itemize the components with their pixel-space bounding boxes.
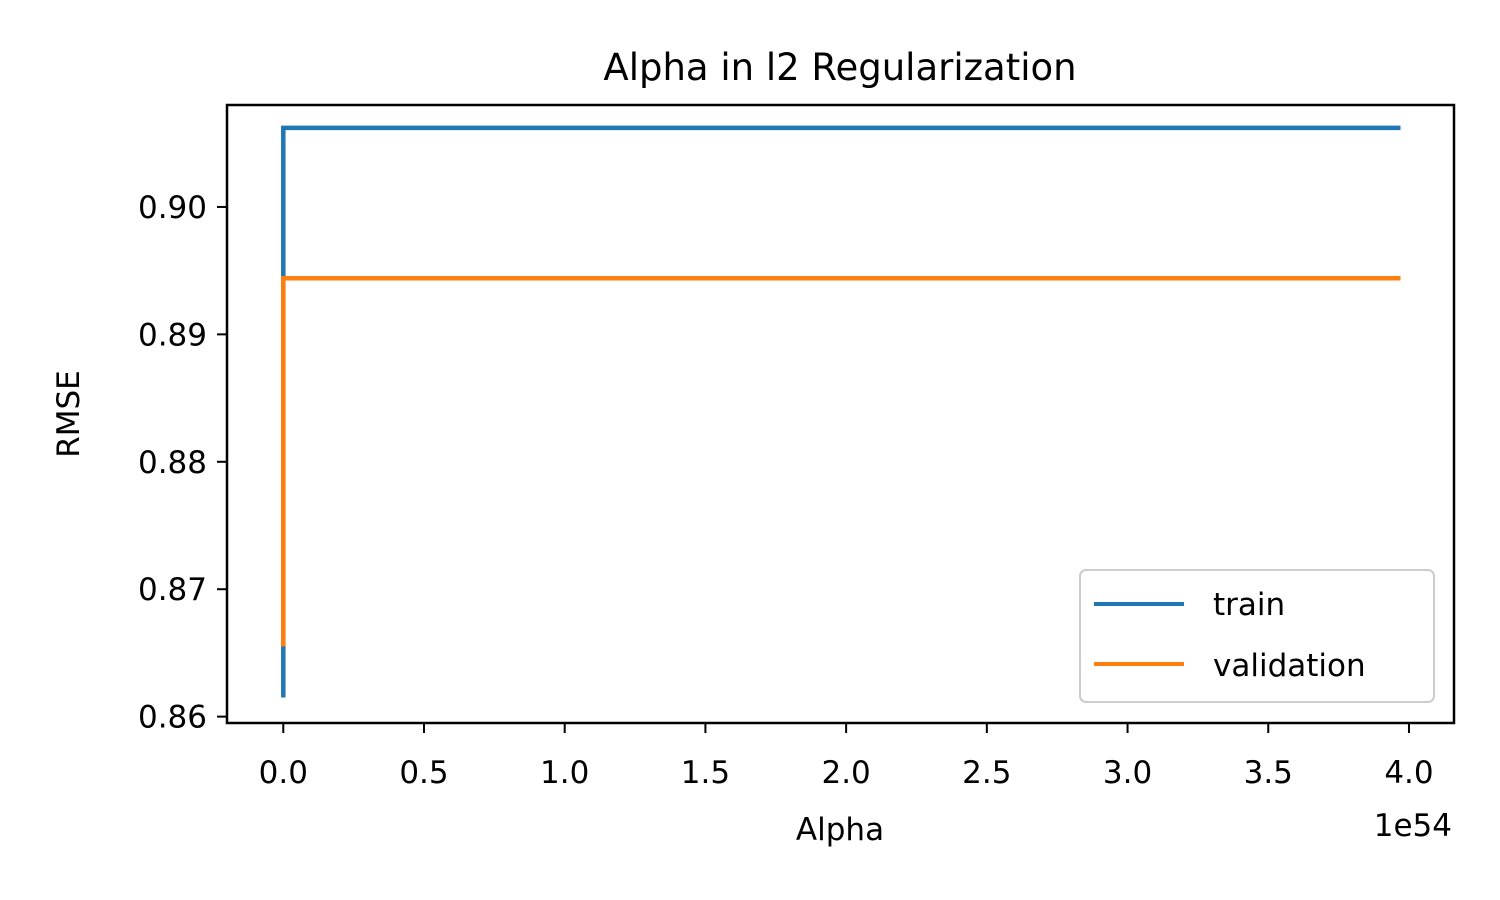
x-axis: 0.0 0.5 1.0 1.5 2.0 2.5 3.0 3.5 4.0 bbox=[259, 723, 1434, 791]
x-tick-label: 2.0 bbox=[821, 755, 870, 791]
x-tick-label: 3.5 bbox=[1244, 755, 1293, 791]
legend: train validation bbox=[1079, 569, 1435, 703]
y-tick-label: 0.86 bbox=[138, 700, 207, 736]
x-axis-offset-label: 1e54 bbox=[1374, 808, 1452, 844]
plot-frame bbox=[225, 103, 1456, 725]
series-line-validation bbox=[281, 276, 1401, 647]
chart-title: Alpha in l2 Regularization bbox=[603, 46, 1076, 89]
x-tick-label: 2.5 bbox=[962, 755, 1011, 791]
y-tick-label: 0.89 bbox=[138, 317, 207, 353]
x-axis-label: Alpha bbox=[796, 812, 884, 848]
x-tick-label: 3.0 bbox=[1103, 755, 1152, 791]
y-tick-label: 0.90 bbox=[138, 190, 207, 226]
legend-label-train: train bbox=[1213, 587, 1285, 623]
y-axis: 0.86 0.87 0.88 0.89 0.90 bbox=[138, 190, 227, 736]
x-tick-label: 4.0 bbox=[1384, 755, 1433, 791]
x-tick-label: 1.0 bbox=[540, 755, 589, 791]
y-tick-label: 0.88 bbox=[138, 445, 207, 481]
x-tick-label: 0.5 bbox=[399, 755, 448, 791]
legend-label-validation: validation bbox=[1213, 648, 1366, 684]
x-tick-label: 1.5 bbox=[681, 755, 730, 791]
x-tick-label: 0.0 bbox=[259, 755, 308, 791]
plot-area bbox=[281, 125, 1401, 698]
y-tick-label: 0.87 bbox=[138, 572, 207, 608]
y-axis-label: RMSE bbox=[51, 370, 87, 458]
